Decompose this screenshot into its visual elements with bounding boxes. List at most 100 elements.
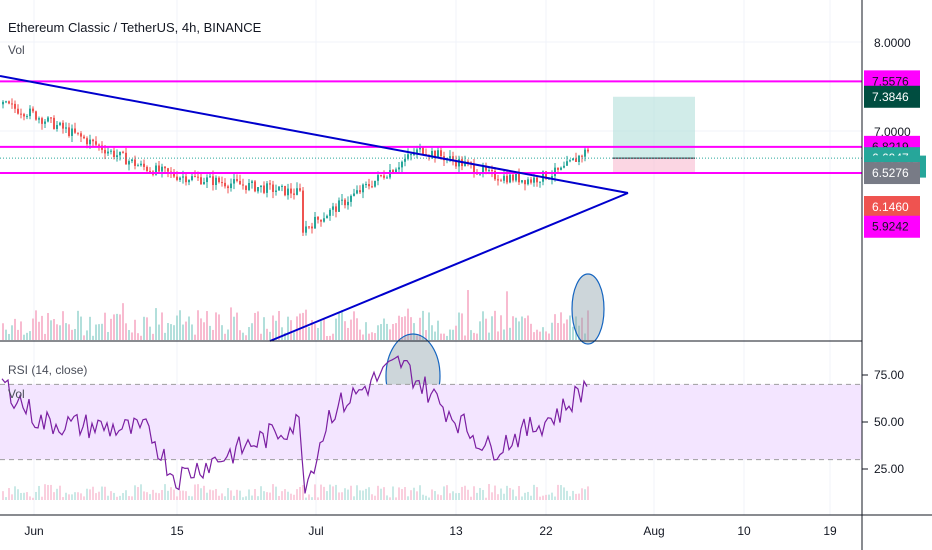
candle-body	[356, 190, 358, 194]
volume-bar	[443, 333, 445, 340]
volume-bar	[338, 311, 340, 340]
rsi-volume-bar	[572, 490, 574, 500]
volume-bar	[152, 333, 154, 340]
candle-body	[434, 150, 436, 158]
rsi-volume-bar	[230, 490, 232, 500]
volume-bar	[275, 320, 277, 340]
candle-body	[149, 170, 151, 172]
rsi-volume-bar	[113, 492, 115, 500]
volume-bar	[131, 332, 133, 340]
volume-bar	[176, 315, 178, 340]
rsi-volume-bar	[491, 492, 493, 500]
triangle-trendlines[interactable]	[0, 75, 629, 342]
rsi-volume-bar	[296, 489, 298, 500]
candle-body	[29, 108, 31, 117]
volume-bar	[257, 311, 259, 340]
candle-body	[323, 218, 325, 222]
rsi-volume-bar	[362, 490, 364, 500]
volume-label: Vol	[8, 43, 25, 57]
candle-body	[440, 150, 442, 157]
rsi-volume-bar	[176, 496, 178, 500]
candle-body	[305, 226, 307, 233]
rsi-volume-bar	[443, 486, 445, 500]
rsi-volume-bar	[401, 489, 403, 500]
rsi-volume-bar	[449, 493, 451, 500]
rsi-volume-bar	[158, 493, 160, 500]
candlestick-series	[2, 98, 589, 237]
rsi-volume-bar	[98, 491, 100, 500]
rsi-volume-bar	[554, 496, 556, 500]
rsi-volume-bar	[578, 493, 580, 500]
volume-bar	[359, 329, 361, 340]
candle-body	[524, 180, 526, 185]
candle-body	[278, 186, 280, 191]
rsi-volume-bar	[386, 495, 388, 500]
volume-bar	[518, 321, 520, 340]
candle-body	[563, 165, 565, 168]
candle-body	[38, 118, 40, 120]
rsi-volume-bar	[272, 484, 274, 500]
volume-bar	[536, 329, 538, 340]
volume-bar	[290, 320, 292, 340]
volume-bar	[167, 323, 169, 340]
rsi-volume-bar	[95, 493, 97, 500]
candle-body	[377, 175, 379, 181]
rsi-volume-bar	[434, 491, 436, 500]
rsi-volume-bar	[566, 490, 568, 500]
volume-bar	[245, 335, 247, 340]
price-tag-label: 7.3846	[872, 90, 909, 104]
volume-bar	[113, 314, 115, 340]
time-tick: 13	[449, 524, 463, 538]
candle-body	[494, 170, 496, 180]
rsi-volume-bar	[377, 485, 379, 500]
candle-body	[281, 185, 283, 187]
candle-body	[518, 173, 520, 183]
rsi-volume-bar	[398, 487, 400, 500]
rsi-volume-bar	[479, 487, 481, 500]
rsi-tick: 50.00	[874, 415, 904, 429]
volume-bar	[269, 331, 271, 340]
candle-body	[245, 185, 247, 191]
candle-body	[479, 173, 481, 175]
volume-bar	[485, 318, 487, 340]
horizontal-levels[interactable]	[0, 80, 862, 175]
candle-body	[392, 170, 394, 173]
volume-bar	[560, 312, 562, 340]
candle-body	[215, 177, 217, 186]
candle-body	[314, 216, 316, 229]
long-position-tool[interactable]	[613, 96, 695, 174]
candle-body	[248, 183, 250, 191]
candle-body	[59, 122, 61, 125]
volume-bar	[386, 323, 388, 340]
rsi-volume-bar	[311, 497, 313, 500]
candle-body	[11, 103, 13, 105]
rsi-volume-bar	[281, 491, 283, 500]
rsi-volume-bar	[278, 495, 280, 500]
volume-bar	[86, 330, 88, 340]
rsi-tick: 75.00	[874, 368, 904, 382]
candle-body	[209, 176, 211, 178]
rsi-volume-bar	[575, 493, 577, 500]
rsi-volume-bar	[557, 484, 559, 500]
volume-bar	[332, 333, 334, 340]
volume-bar	[584, 333, 586, 340]
candle-body	[512, 174, 514, 181]
rsi-axis[interactable]: 75.00 50.00 25.00	[862, 368, 904, 476]
rsi-volume-bar	[539, 496, 541, 500]
time-tick: 22	[539, 524, 553, 538]
position-profit-zone	[613, 96, 695, 159]
volume-bar	[194, 334, 196, 340]
time-axis[interactable]: Jun 15 Jul 13 22 Aug 10 19	[24, 524, 837, 538]
rsi-volume-bar	[107, 495, 109, 500]
rsi-volume-bar	[314, 484, 316, 500]
price-axis[interactable]: 8.0000 7.0000	[874, 36, 911, 139]
volume-bar	[494, 310, 496, 340]
candle-body	[44, 121, 46, 124]
volume-bar	[464, 335, 466, 340]
candle-body	[104, 149, 106, 154]
volume-bar	[557, 322, 559, 340]
candle-body	[341, 199, 343, 201]
candle-body	[290, 188, 292, 194]
volume-bar	[419, 317, 421, 340]
